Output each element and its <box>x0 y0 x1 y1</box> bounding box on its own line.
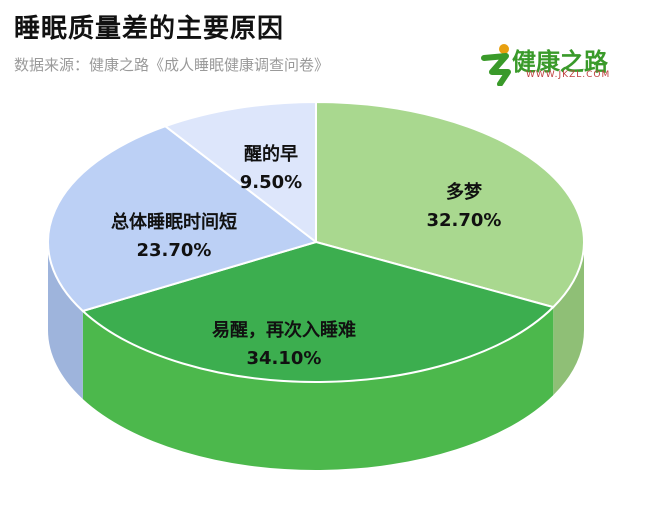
pie-slice-3 <box>164 101 317 243</box>
slice-value-2: 23.70% <box>137 240 212 261</box>
slice-value-1: 34.10% <box>247 348 322 369</box>
pie-slice-2 <box>47 125 317 312</box>
pie-slice-0 <box>315 101 585 309</box>
brand-logo: 健康之路 WWW.JKZL.COM <box>478 40 638 86</box>
slice-label-0: 多梦 <box>446 181 483 203</box>
logo-url: WWW.JKZL.COM <box>526 70 611 80</box>
slice-label-3: 醒的早 <box>244 143 298 165</box>
pie-side-0 <box>553 242 584 396</box>
slice-label-1: 易醒，再次入睡难 <box>212 319 356 341</box>
chart-title: 睡眠质量差的主要原因 <box>14 14 285 44</box>
pie-side-1 <box>82 307 554 470</box>
pie-side-2 <box>48 242 83 399</box>
slice-value-0: 32.70% <box>427 210 502 231</box>
data-source: 数据来源：健康之路《成人睡眠健康调查问卷》 <box>14 56 330 74</box>
slice-label-2: 总体睡眠时间短 <box>111 211 237 233</box>
logo-text: 健康之路 <box>512 48 608 76</box>
pie-slices <box>47 101 585 383</box>
pie-side-walls <box>48 242 584 470</box>
slice-value-3: 9.50% <box>240 172 302 193</box>
runner-icon <box>481 44 511 86</box>
